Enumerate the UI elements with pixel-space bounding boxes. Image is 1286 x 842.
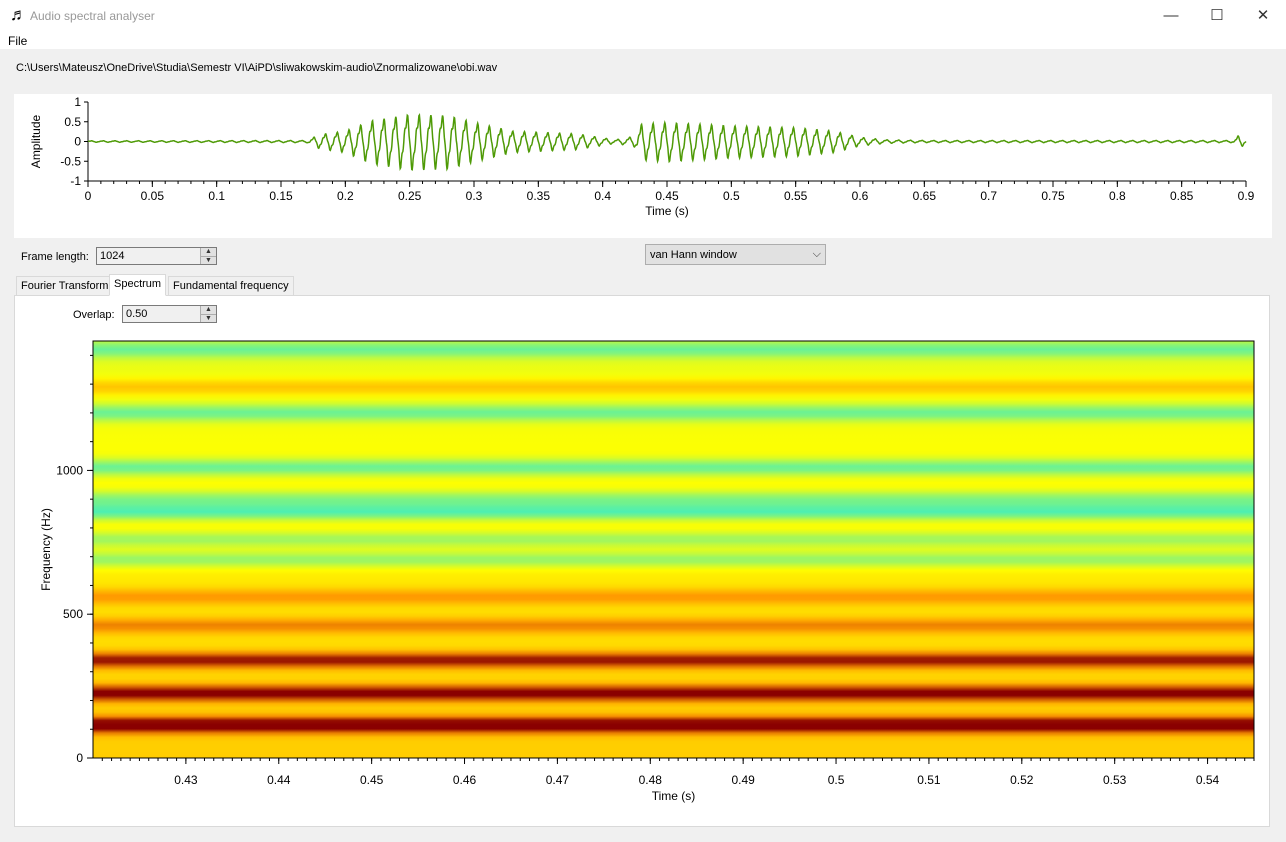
chevron-down-icon: ⌵ — [812, 248, 821, 260]
x-tick-label: 0.55 — [784, 189, 808, 203]
tab-fourier-transform[interactable]: Fourier Transform — [16, 276, 114, 296]
tab-fundamental-frequency[interactable]: Fundamental frequency — [168, 276, 294, 296]
x-tick-label: 0.47 — [546, 773, 570, 787]
overlap-field[interactable]: 0.50 ▲ ▼ — [122, 305, 217, 323]
x-tick-label: 0.25 — [398, 189, 422, 203]
overlap-spinner[interactable]: ▲ ▼ — [200, 306, 216, 322]
x-tick-label: 0.35 — [527, 189, 551, 203]
y-tick-label: 0 — [76, 751, 83, 765]
x-tick-label: 0.2 — [337, 189, 354, 203]
y-tick-label: 1 — [74, 95, 81, 109]
tab-spectrum[interactable]: Spectrum — [109, 274, 167, 296]
x-tick-label: 0.7 — [980, 189, 997, 203]
waveform-chart: 1 0.5 0 -0.5 -1 0 0.05 0.1 0.15 0.2 0.25 0.3 0.35 0.4… — [29, 95, 1255, 218]
x-tick-label: 0.45 — [655, 189, 679, 203]
y-axis-title: Amplitude — [29, 115, 43, 169]
window-title: Audio spectral analyser — [30, 9, 155, 23]
frame-length-field[interactable]: 1024 ▲ ▼ — [96, 247, 217, 265]
overlap-value: 0.50 — [126, 308, 148, 320]
x-tick-label: 0.4 — [594, 189, 611, 203]
x-tick-label: 0.05 — [141, 189, 165, 203]
plot-frame — [92, 340, 1255, 759]
spectrogram-chart: 0 500 1000 0.43 0.44 0.45 0.46 0.47 0.48 0.49 0.5 0… — [39, 340, 1255, 803]
x-tick-label: 0.43 — [174, 773, 198, 787]
window-type-value: van Hann window — [650, 249, 737, 261]
y-tick-label: 500 — [63, 607, 83, 621]
waveform-line — [87, 113, 1247, 172]
x-tick-label: 0.9 — [1238, 189, 1255, 203]
window-type-select[interactable]: van Hann window ⌵ — [645, 244, 826, 265]
spin-down-icon[interactable]: ▼ — [205, 257, 212, 264]
x-axis-title: Time (s) — [645, 204, 689, 218]
x-tick-label: 0.53 — [1103, 773, 1127, 787]
music-note-icon: ♬ — [10, 5, 27, 24]
x-tick-label: 0.15 — [269, 189, 293, 203]
spin-up-icon[interactable]: ▲ — [201, 248, 216, 257]
x-tick-label: 0.49 — [731, 773, 755, 787]
spectrogram-image — [93, 341, 1254, 758]
x-tick-label: 0.52 — [1010, 773, 1034, 787]
x-axis-title: Time (s) — [652, 789, 696, 803]
x-tick-label: 0.65 — [913, 189, 937, 203]
spin-up-icon[interactable]: ▲ — [201, 306, 216, 315]
x-tick-label: 0.3 — [466, 189, 483, 203]
y-axis-title: Frequency (Hz) — [39, 508, 53, 591]
title-bar: ♬ Audio spectral analyser — ☐ ✕ — [0, 0, 1286, 31]
spin-down-icon[interactable]: ▼ — [205, 315, 212, 322]
menu-file[interactable]: File — [8, 34, 28, 48]
y-tick-label: 0 — [74, 135, 81, 149]
x-tick-label: 0 — [85, 189, 92, 203]
x-tick-label: 0.44 — [267, 773, 291, 787]
frame-length-value: 1024 — [100, 250, 125, 262]
waveform-panel: 1 0.5 0 -0.5 -1 0 0.05 0.1 0.15 0.2 0.25 0.3 0.35 0.4… — [14, 94, 1272, 238]
x-tick-label: 0.54 — [1196, 773, 1220, 787]
y-tick-label: 1000 — [56, 463, 83, 477]
x-tick-label: 0.85 — [1170, 189, 1194, 203]
x-tick-label: 0.75 — [1041, 189, 1065, 203]
x-tick-label: 0.45 — [360, 773, 384, 787]
close-button[interactable]: ✕ — [1256, 7, 1270, 24]
y-tick-label: 0.5 — [64, 115, 81, 129]
file-path-label: C:\Users\Mateusz\OneDrive\Studia\Semestr… — [16, 62, 498, 74]
frame-length-label: Frame length: — [21, 251, 89, 263]
x-tick-label: 0.51 — [917, 773, 941, 787]
x-tick-label: 0.5 — [723, 189, 740, 203]
y-tick-label: -0.5 — [60, 154, 81, 168]
overlap-label: Overlap: — [73, 309, 115, 321]
x-tick-label: 0.8 — [1109, 189, 1126, 203]
x-tick-label: 0.5 — [828, 773, 845, 787]
menu-bar: File — [0, 31, 1286, 49]
minimize-button[interactable]: — — [1163, 7, 1179, 24]
y-tick-label: -1 — [70, 174, 81, 188]
x-tick-label: 0.48 — [639, 773, 663, 787]
x-tick-label: 0.1 — [208, 189, 225, 203]
maximize-button[interactable]: ☐ — [1210, 7, 1224, 24]
x-tick-label: 0.46 — [453, 773, 477, 787]
frame-length-spinner[interactable]: ▲ ▼ — [200, 248, 216, 264]
x-tick-label: 0.6 — [852, 189, 869, 203]
